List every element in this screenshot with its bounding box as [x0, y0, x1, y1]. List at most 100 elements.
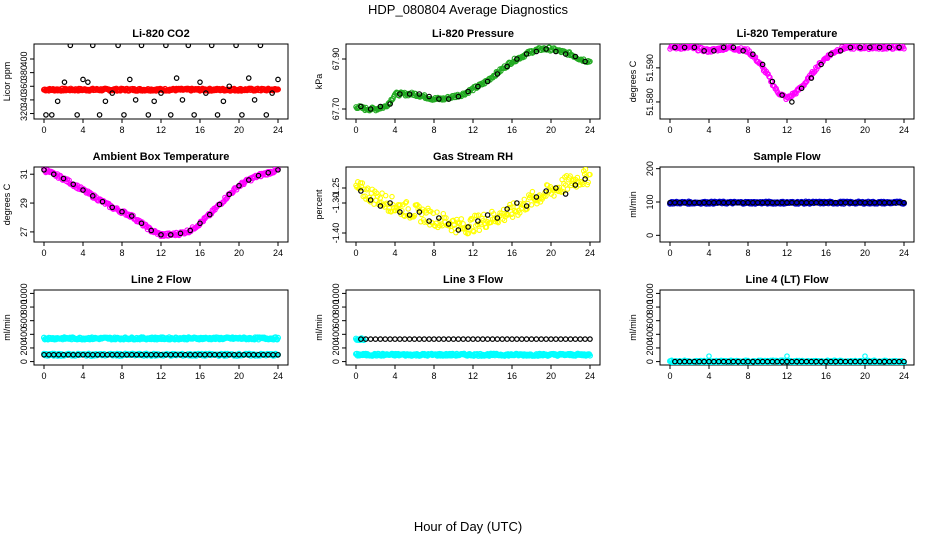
hourly-point: [145, 112, 152, 118]
hourly-point: [896, 44, 902, 51]
hourly-point: [367, 197, 374, 203]
hourly-point: [557, 336, 564, 342]
plot-area: [667, 44, 907, 105]
hourly-point: [730, 44, 737, 51]
hourly-point: [132, 97, 139, 103]
hourly-point: [119, 208, 125, 215]
hourly-point: [901, 358, 907, 365]
x-tick-label: 24: [273, 248, 283, 258]
x-tick-label: 16: [195, 371, 205, 381]
x-tick-label: 16: [507, 125, 517, 135]
hourly-point: [416, 91, 423, 97]
hourly-point: [808, 75, 815, 81]
hourly-point: [109, 204, 116, 211]
y-tick-label: 400: [645, 327, 655, 342]
plot-area: [353, 44, 593, 114]
y-axis-label: ml/min: [628, 191, 638, 218]
continuous-point: [543, 193, 549, 199]
hourly-point: [475, 218, 481, 224]
hourly-point: [543, 336, 549, 342]
x-tick-label: 12: [156, 125, 166, 135]
continuous-point: [465, 230, 472, 236]
hourly-point: [553, 336, 559, 342]
hourly-point: [397, 91, 403, 97]
hourly-point: [440, 336, 447, 342]
hourly-point: [523, 51, 530, 57]
hourly-point: [543, 188, 549, 194]
spikes-point: [706, 353, 712, 359]
hourly-point: [587, 336, 593, 342]
hourly-point: [191, 112, 197, 118]
y-tick-label: 67.70: [331, 98, 341, 121]
x-tick-label: 4: [80, 248, 85, 258]
x-tick-label: 4: [392, 371, 397, 381]
y-axis-label: Licor ppm: [2, 62, 12, 102]
hourly-point: [138, 220, 145, 227]
hourly-point: [553, 48, 559, 55]
x-tick-label: 20: [546, 248, 556, 258]
x-tick-label: 8: [745, 371, 750, 381]
x-tick-label: 4: [392, 125, 397, 135]
hourly-point: [67, 44, 74, 49]
continuous-point: [582, 167, 589, 173]
x-tick-label: 20: [546, 125, 556, 135]
hourly-point: [436, 215, 442, 221]
continuous-point: [586, 352, 593, 359]
y-tick-label: 1000: [19, 283, 29, 303]
x-tick-label: 24: [273, 371, 283, 381]
hourly-point: [70, 181, 77, 188]
continuous-point: [587, 171, 593, 178]
hourly-point: [691, 44, 698, 51]
spikes-point: [862, 353, 868, 359]
y-tick-label: 200: [331, 340, 341, 355]
hourly-point: [203, 90, 209, 96]
continuous-point: [476, 227, 483, 234]
hourly-point: [465, 88, 471, 95]
continuous-point: [508, 211, 515, 218]
x-tick-label: 16: [507, 248, 517, 258]
y-tick-label: 0: [645, 233, 655, 238]
panel-title: Line 4 (LT) Flow: [746, 274, 829, 286]
hourly-point: [197, 79, 203, 85]
hourly-point: [533, 194, 540, 200]
hourly-point: [367, 336, 374, 342]
hourly-point: [867, 44, 873, 51]
hourly-point: [151, 98, 157, 105]
continuous-point: [564, 186, 571, 192]
hourly-point: [185, 44, 192, 49]
hourly-point: [89, 193, 96, 199]
continuous-point: [405, 206, 411, 212]
x-tick-label: 24: [899, 248, 909, 258]
hourly-point: [876, 44, 883, 51]
figure-title: HDP_080804 Average Diagnostics: [368, 2, 568, 17]
hourly-point: [672, 44, 678, 51]
hourly-point: [275, 76, 281, 83]
panel-9: Line 4 (LT) Flow 0 4 8 12 16 20 24 0 200400600800…: [628, 274, 915, 381]
y-axis-label: degrees C: [628, 60, 638, 102]
hourly-point: [158, 231, 164, 238]
hourly-point: [484, 336, 491, 342]
hourly-point: [80, 76, 86, 83]
y-tick-label: 400: [19, 51, 29, 66]
hourly-point: [416, 336, 423, 342]
panel-title: Line 2 Flow: [131, 274, 191, 286]
hourly-point: [523, 336, 530, 342]
hourly-point: [163, 44, 169, 49]
hourly-point: [711, 48, 717, 54]
hourly-point: [562, 336, 569, 342]
continuous-point: [357, 180, 364, 186]
y-axis-label: degrees C: [2, 183, 12, 225]
y-tick-label: 200: [645, 340, 655, 355]
hourly-point: [102, 98, 109, 105]
hourly-point: [255, 172, 262, 179]
y-tick-label: 380: [19, 65, 29, 80]
panel-4: Ambient Box Temperature 0 4 8 12 16 20 24 27 29 31…: [2, 151, 289, 258]
panel-title: Gas Stream RH: [433, 151, 513, 163]
hourly-point: [50, 171, 57, 178]
hourly-point: [275, 351, 281, 358]
x-tick-label: 0: [353, 125, 358, 135]
hourly-point: [60, 175, 67, 182]
